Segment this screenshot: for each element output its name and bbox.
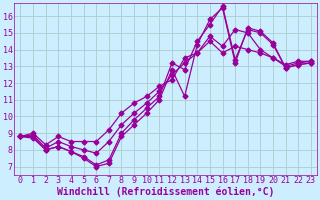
X-axis label: Windchill (Refroidissement éolien,°C): Windchill (Refroidissement éolien,°C) <box>57 187 274 197</box>
